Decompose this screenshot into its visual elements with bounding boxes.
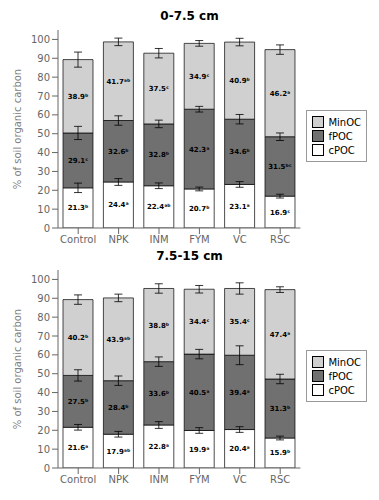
- svg-text:FYM: FYM: [189, 234, 210, 245]
- svg-text:17.9ᵃᵇ: 17.9ᵃᵇ: [106, 448, 130, 456]
- svg-text:VC: VC: [233, 474, 247, 485]
- svg-text:19.9ᵃ: 19.9ᵃ: [189, 446, 209, 454]
- html-text:MinOC: MinOC: [328, 356, 361, 368]
- svg-text:70: 70: [37, 91, 50, 102]
- svg-text:35.4ᶜ: 35.4ᶜ: [230, 318, 250, 326]
- svg-text:30: 30: [37, 406, 50, 417]
- svg-text:50: 50: [37, 368, 50, 379]
- svg-text:70: 70: [37, 331, 50, 342]
- svg-text:38.9ᵇ: 38.9ᵇ: [68, 93, 89, 101]
- svg-text:15.9ᵇ: 15.9ᵇ: [270, 449, 291, 457]
- svg-text:21.6ᵃ: 21.6ᵃ: [68, 444, 88, 452]
- html-text:cPOC: cPOC: [328, 384, 355, 396]
- svg-text:31.3ᵇ: 31.3ᵇ: [270, 405, 291, 413]
- svg-text:41.7ᵃᵇ: 41.7ᵃᵇ: [106, 78, 130, 86]
- svg-text:0: 0: [44, 463, 50, 474]
- html-text:fPOC: fPOC: [328, 370, 353, 382]
- svg-text:20.7ᵇ: 20.7ᵇ: [189, 205, 210, 213]
- svg-text:40.9ᵇ: 40.9ᵇ: [229, 77, 250, 85]
- svg-text:RSC: RSC: [270, 234, 290, 245]
- svg-text:47.4ᵃ: 47.4ᵃ: [270, 331, 290, 339]
- svg-text:46.2ᵃ: 46.2ᵃ: [270, 90, 290, 98]
- svg-text:30: 30: [37, 166, 50, 177]
- svg-text:22.4ᵃᵇ: 22.4ᵃᵇ: [147, 203, 171, 211]
- svg-text:39.4ᵃ: 39.4ᵃ: [229, 389, 249, 397]
- svg-text:40.5ᵃ: 40.5ᵃ: [189, 389, 209, 397]
- svg-text:90: 90: [37, 293, 50, 304]
- svg-text:32.8ᵇ: 32.8ᵇ: [148, 151, 169, 159]
- svg-text:43.9ᵃᵇ: 43.9ᵃᵇ: [106, 336, 130, 344]
- svg-text:23.1ᵃ: 23.1ᵃ: [229, 203, 249, 211]
- svg-text:40: 40: [37, 387, 50, 398]
- svg-text:Control: Control: [60, 474, 96, 485]
- svg-text:22.8ᵃ: 22.8ᵃ: [149, 443, 169, 451]
- svg-text:38.8ᵇ: 38.8ᵇ: [148, 322, 169, 330]
- svg-text:37.5ᶜ: 37.5ᶜ: [149, 85, 169, 93]
- svg-text:29.1ᶜ: 29.1ᶜ: [68, 157, 88, 165]
- svg-text:100: 100: [31, 274, 50, 285]
- svg-text:VC: VC: [233, 234, 247, 245]
- svg-text:40.2ᵇ: 40.2ᵇ: [68, 334, 89, 342]
- svg-text:32.6ᵇ: 32.6ᵇ: [108, 148, 129, 156]
- html-text:cPOC: cPOC: [328, 144, 355, 156]
- svg-text:16.9ᶜ: 16.9ᶜ: [270, 209, 290, 217]
- svg-text:INM: INM: [149, 474, 168, 485]
- svg-text:0: 0: [44, 223, 50, 234]
- svg-text:80: 80: [37, 72, 50, 83]
- svg-text:27.5ᵇ: 27.5ᵇ: [68, 398, 89, 406]
- svg-text:60: 60: [37, 109, 50, 120]
- svg-text:21.3ᵇ: 21.3ᵇ: [68, 204, 89, 212]
- svg-text:31.5ᵇᶜ: 31.5ᵇᶜ: [268, 163, 292, 171]
- svg-text:20.4ᵃ: 20.4ᵃ: [229, 445, 249, 453]
- svg-text:42.3ᵃ: 42.3ᵃ: [189, 146, 209, 154]
- svg-text:40: 40: [37, 147, 50, 158]
- html-text:7.5-15 cm: 7.5-15 cm: [156, 249, 223, 263]
- svg-text:34.6ᵇ: 34.6ᵇ: [229, 148, 250, 156]
- svg-text:20: 20: [37, 425, 50, 436]
- svg-text:Control: Control: [60, 234, 96, 245]
- svg-text:NPK: NPK: [109, 474, 130, 485]
- svg-text:34.9ᶜ: 34.9ᶜ: [189, 73, 209, 81]
- svg-text:33.6ᵇ: 33.6ᵇ: [148, 390, 169, 398]
- html-text:0-7.5 cm: 0-7.5 cm: [160, 9, 219, 23]
- html-text:MinOC: MinOC: [328, 116, 361, 128]
- svg-text:28.4ᵇ: 28.4ᵇ: [108, 404, 129, 412]
- svg-text:10: 10: [37, 444, 50, 455]
- svg-text:34.4ᶜ: 34.4ᶜ: [189, 318, 209, 326]
- svg-text:NPK: NPK: [109, 234, 130, 245]
- svg-text:90: 90: [37, 53, 50, 64]
- svg-text:100: 100: [31, 34, 50, 45]
- svg-text:% of soil organic carbon: % of soil organic carbon: [12, 309, 23, 429]
- svg-text:80: 80: [37, 312, 50, 323]
- html-text:fPOC: fPOC: [328, 130, 353, 142]
- svg-text:FYM: FYM: [189, 474, 210, 485]
- svg-text:% of soil organic carbon: % of soil organic carbon: [12, 69, 23, 189]
- svg-text:60: 60: [37, 349, 50, 360]
- svg-text:20: 20: [37, 185, 50, 196]
- svg-text:RSC: RSC: [270, 474, 290, 485]
- svg-text:50: 50: [37, 128, 50, 139]
- svg-text:10: 10: [37, 204, 50, 215]
- svg-text:INM: INM: [149, 234, 168, 245]
- svg-text:24.4ᵃ: 24.4ᵃ: [108, 201, 128, 209]
